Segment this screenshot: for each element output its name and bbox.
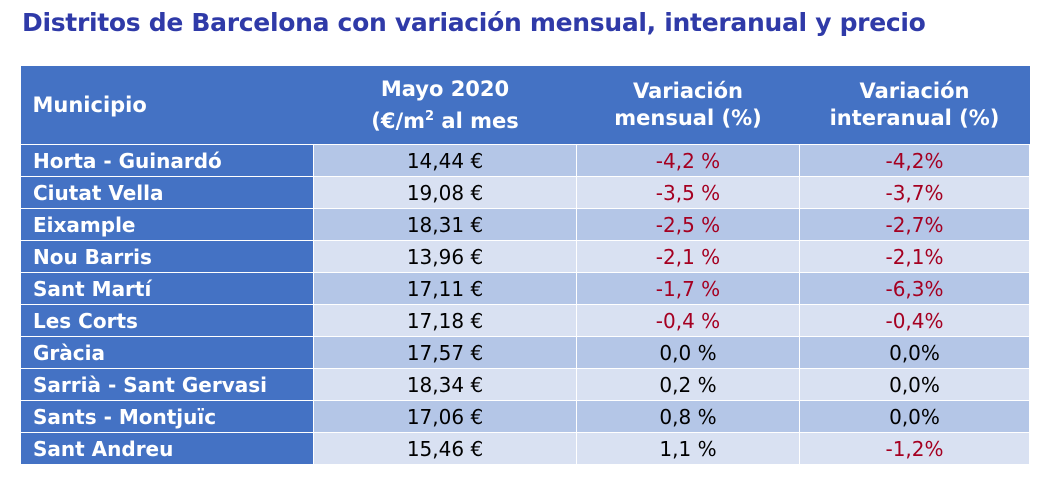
header-price: Mayo 2020 (€/m2 al mes xyxy=(313,66,577,145)
district-name-text: Sant Andreu xyxy=(33,436,174,461)
mensual-cell: 0,0 % xyxy=(576,336,800,369)
districts-table: Municipio Mayo 2020 (€/m2 al mes Variaci… xyxy=(20,66,1030,465)
header-mensual: Variación mensual (%) xyxy=(576,66,800,145)
header-price-sup: 2 xyxy=(425,108,435,124)
price-cell: 17,06 € xyxy=(313,400,577,433)
price-cell: 19,08 € xyxy=(313,176,577,209)
header-municipio: Municipio xyxy=(20,66,314,145)
price-cell: 15,46 € xyxy=(313,432,577,465)
header-price-line1: Mayo 2020 xyxy=(380,76,510,101)
interanual-cell: -2,7% xyxy=(799,208,1030,241)
table-row: Gràcia 17,57 €0,0 % 0,0% xyxy=(20,336,1030,369)
interanual-cell: -6,3% xyxy=(799,272,1030,305)
table-row: Nou Barris 13,96 € -2,1 % -2,1% xyxy=(20,240,1030,273)
mensual-cell: -1,7 % xyxy=(576,272,800,305)
district-name-text: Les Corts xyxy=(33,308,138,333)
mensual-cell: -3,5 % xyxy=(576,176,800,209)
district-name: Gràcia xyxy=(20,336,314,369)
interanual-cell: 0,0% xyxy=(799,400,1030,433)
table-row: Sants - Montjuïc 17,06 €0,8 % 0,0% xyxy=(20,400,1030,433)
district-name: Sants - Montjuïc xyxy=(20,400,314,433)
price-cell: 17,11 € xyxy=(313,272,577,305)
interanual-cell: -0,4% xyxy=(799,304,1030,337)
page-title: Distritos de Barcelona con variación men… xyxy=(22,8,926,37)
district-name-text: Sants - Montjuïc xyxy=(33,404,217,429)
table-row: Sant Martí 17,11 € -1,7 % -6,3% xyxy=(20,272,1030,305)
district-name: Horta - Guinardó xyxy=(20,144,314,177)
interanual-cell: -2,1% xyxy=(799,240,1030,273)
table-row: Les Corts 17,18 € -0,4 % -0,4% xyxy=(20,304,1030,337)
header-price-line2a: (€/m xyxy=(371,108,426,133)
price-cell: 18,34 € xyxy=(313,368,577,401)
table-row: Sant Andreu 15,46 €1,1 % -1,2% xyxy=(20,432,1030,465)
district-name-text: Sarrià - Sant Gervasi xyxy=(33,372,268,397)
header-interanual-line1: Variación xyxy=(859,79,970,103)
district-name: Eixample xyxy=(20,208,314,241)
price-cell: 13,96 € xyxy=(313,240,577,273)
header-row: Municipio Mayo 2020 (€/m2 al mes Variaci… xyxy=(20,66,1030,145)
district-name: Sant Andreu xyxy=(20,432,314,465)
table-row: Eixample 18,31 € -2,5 % -2,7% xyxy=(20,208,1030,241)
district-name-text: Eixample xyxy=(33,212,136,237)
mensual-cell: -2,1 % xyxy=(576,240,800,273)
interanual-cell: -4,2% xyxy=(799,144,1030,177)
district-name: Les Corts xyxy=(20,304,314,337)
district-name: Sant Martí xyxy=(20,272,314,305)
mensual-cell: 0,2 % xyxy=(576,368,800,401)
interanual-cell: -3,7% xyxy=(799,176,1030,209)
district-name: Sarrià - Sant Gervasi xyxy=(20,368,314,401)
district-name-text: Gràcia xyxy=(33,340,105,365)
header-mensual-line1: Variación xyxy=(632,79,744,103)
price-cell: 14,44 € xyxy=(313,144,577,177)
table-row: Horta - Guinardó 14,44 € -4,2 % -4,2% xyxy=(20,144,1030,177)
header-price-line2b: al mes xyxy=(434,108,519,133)
header-interanual: Variación interanual (%) xyxy=(799,66,1030,145)
header-mensual-line2: mensual (%) xyxy=(614,106,762,130)
interanual-cell: -1,2% xyxy=(799,432,1030,465)
price-cell: 17,18 € xyxy=(313,304,577,337)
header-interanual-line2: interanual (%) xyxy=(829,106,1000,130)
mensual-cell: 1,1 % xyxy=(576,432,800,465)
mensual-cell: -0,4 % xyxy=(576,304,800,337)
district-name-text: Nou Barris xyxy=(33,244,152,269)
interanual-cell: 0,0% xyxy=(799,368,1030,401)
district-name-text: Sant Martí xyxy=(33,276,152,301)
district-name-text: Ciutat Vella xyxy=(33,180,164,205)
district-name: Nou Barris xyxy=(20,240,314,273)
mensual-cell: -4,2 % xyxy=(576,144,800,177)
price-cell: 18,31 € xyxy=(313,208,577,241)
mensual-cell: 0,8 % xyxy=(576,400,800,433)
district-name: Ciutat Vella xyxy=(20,176,314,209)
district-name-text: Horta - Guinardó xyxy=(33,148,222,173)
price-cell: 17,57 € xyxy=(313,336,577,369)
interanual-cell: 0,0% xyxy=(799,336,1030,369)
table-row: Sarrià - Sant Gervasi 18,34 €0,2 % 0,0% xyxy=(20,368,1030,401)
table-row: Ciutat Vella 19,08 € -3,5 % -3,7% xyxy=(20,176,1030,209)
mensual-cell: -2,5 % xyxy=(576,208,800,241)
